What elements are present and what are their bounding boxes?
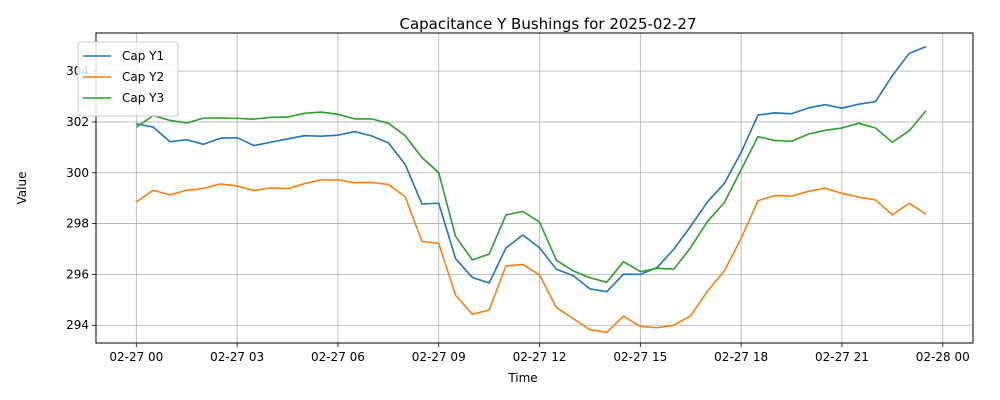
y-tick-label: 300 — [66, 166, 89, 180]
x-tick-label: 02-27 18 — [714, 350, 768, 364]
x-tick-label: 02-27 03 — [210, 350, 264, 364]
series-lines — [135, 45, 927, 334]
x-tick-label: 02-27 15 — [613, 350, 667, 364]
y-tick-label: 302 — [66, 115, 89, 129]
x-tick-label: 02-27 00 — [109, 350, 163, 364]
chart-title: Capacitance Y Bushings for 2025-02-27 — [399, 15, 696, 33]
x-tick-label: 02-27 09 — [412, 350, 466, 364]
y-tick-label: 298 — [66, 217, 89, 231]
legend-label: Cap Y3 — [122, 91, 164, 105]
series-line-cap-y2 — [135, 179, 927, 334]
y-axis-label: Value — [15, 172, 29, 205]
x-tick-label: 02-27 21 — [815, 350, 869, 364]
plot-area-frame — [95, 32, 974, 344]
x-tick-label: 02-27 12 — [513, 350, 567, 364]
legend-label: Cap Y1 — [122, 49, 164, 63]
x-axis-label: Time — [507, 371, 537, 385]
legend: Cap Y1 Cap Y2 Cap Y3 — [77, 41, 179, 117]
legend-label: Cap Y2 — [122, 70, 164, 84]
series-line-cap-y1 — [136, 45, 927, 293]
series-line-cap-y3 — [135, 110, 927, 284]
y-axis: 294296298300302304 — [66, 64, 96, 332]
x-tick-label: 02-28 00 — [916, 350, 970, 364]
x-tick-label: 02-27 06 — [311, 350, 365, 364]
y-tick-label: 294 — [66, 318, 89, 332]
grid — [96, 33, 973, 343]
x-axis: 02-27 00 02-27 03 02-27 06 02-27 09 02-27 12… — [109, 343, 970, 364]
y-tick-label: 296 — [66, 267, 89, 281]
